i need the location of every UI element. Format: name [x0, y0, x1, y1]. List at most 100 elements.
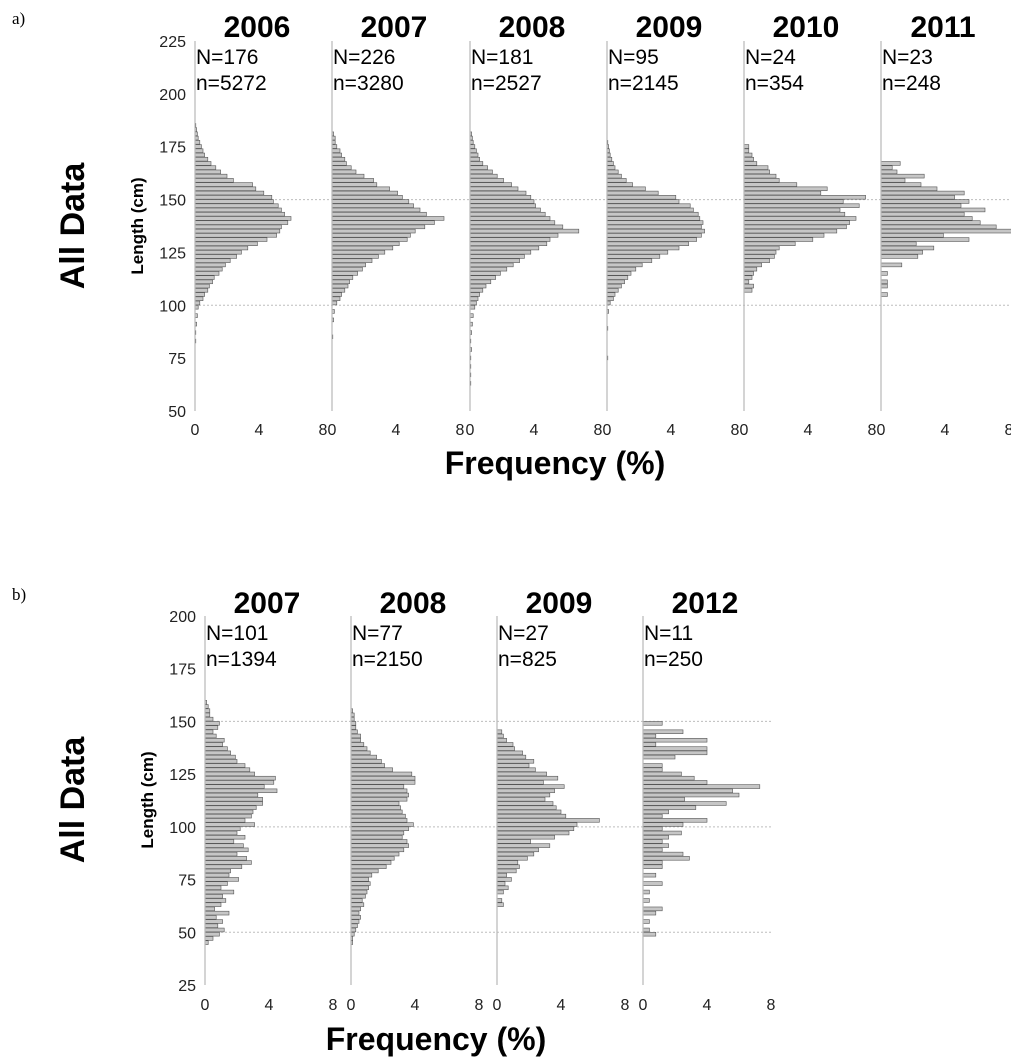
y-tick-label: 100	[159, 298, 186, 315]
frequency-bar	[204, 822, 255, 827]
x-tick-label: 8	[594, 422, 603, 439]
facet-n-label: n=248	[882, 72, 941, 95]
y-tick-label: 175	[169, 662, 196, 679]
frequency-bar	[469, 262, 514, 268]
frequency-bar	[204, 788, 278, 794]
frequency-bar	[331, 220, 435, 225]
frequency-bar	[469, 161, 484, 166]
frequency-bar	[331, 211, 427, 217]
frequency-bar	[469, 228, 580, 234]
frequency-bar	[350, 818, 408, 823]
frequency-bar	[496, 729, 503, 734]
frequency-bar	[350, 919, 360, 924]
frequency-bar	[642, 822, 684, 827]
frequency-bar	[194, 211, 285, 217]
frequency-bar	[204, 721, 220, 726]
frequency-bar	[496, 868, 517, 874]
frequency-bar	[194, 224, 282, 230]
y-tick-label: 50	[178, 925, 196, 942]
frequency-bar	[350, 725, 357, 730]
frequency-bar	[743, 203, 860, 208]
x-tick-label: 0	[639, 997, 648, 1014]
frequency-bar	[642, 805, 697, 810]
frequency-bar	[880, 203, 962, 208]
frequency-bar	[642, 919, 650, 924]
frequency-bar	[606, 237, 697, 242]
frequency-bar	[469, 165, 488, 170]
frequency-bar	[204, 889, 235, 895]
frequency-bar	[194, 250, 242, 255]
frequency-bar	[350, 860, 392, 865]
frequency-bar	[743, 254, 775, 259]
frequency-bar	[194, 161, 212, 166]
side-label: All Data	[54, 736, 92, 864]
frequency-bar	[743, 237, 814, 242]
frequency-bar	[743, 152, 753, 158]
frequency-bar	[194, 258, 231, 263]
frequency-bar	[642, 906, 663, 912]
frequency-bar	[350, 910, 360, 916]
frequency-bar	[331, 165, 352, 170]
frequency-bar	[469, 250, 532, 255]
frequency-bar	[350, 898, 363, 903]
frequency-bar	[496, 881, 506, 886]
frequency-bar	[496, 822, 578, 827]
frequency-bar	[880, 161, 901, 166]
frequency-bar	[331, 228, 416, 234]
frequency-bar	[880, 216, 973, 221]
frequency-bar	[204, 737, 225, 743]
frequency-bar	[880, 207, 986, 213]
frequency-bar	[350, 894, 366, 899]
frequency-bar	[642, 860, 663, 865]
frequency-bar	[469, 190, 527, 196]
frequency-bar	[204, 885, 222, 891]
frequency-bar	[642, 771, 682, 777]
frequency-bar	[606, 190, 659, 196]
frequency-bar	[642, 754, 676, 760]
frequency-bar	[642, 729, 684, 734]
x-tick-label: 8	[456, 422, 465, 439]
frequency-bar	[331, 156, 346, 162]
frequency-bar	[606, 228, 705, 234]
frequency-bar	[469, 203, 536, 208]
frequency-bar	[880, 245, 935, 251]
frequency-bar	[743, 228, 838, 234]
frequency-bar	[496, 902, 504, 907]
x-tick-label: 8	[767, 997, 776, 1014]
frequency-bar	[743, 245, 780, 251]
frequency-bar	[350, 877, 369, 882]
frequency-bar	[606, 156, 613, 162]
frequency-bar	[469, 245, 540, 251]
x-tick-label: 8	[1005, 422, 1011, 439]
y-tick-label: 150	[169, 714, 196, 731]
frequency-bar	[606, 216, 701, 221]
frequency-bar	[743, 275, 753, 280]
x-tick-label: 4	[265, 997, 274, 1014]
frequency-bar	[194, 144, 202, 149]
frequency-bar	[469, 237, 551, 242]
frequency-bar	[606, 165, 616, 170]
frequency-bar	[642, 847, 663, 853]
frequency-bar	[496, 898, 503, 903]
frequency-bar	[642, 818, 708, 823]
frequency-bar	[496, 733, 504, 739]
frequency-bar	[469, 220, 556, 225]
x-tick-label: 4	[255, 422, 264, 439]
frequency-bar	[194, 148, 204, 153]
facet-year-title: 2008	[499, 11, 566, 44]
frequency-bar	[204, 860, 252, 865]
frequency-bar	[880, 173, 925, 179]
frequency-bar	[642, 742, 657, 747]
frequency-bar	[606, 195, 677, 200]
facet-n-label: n=354	[745, 72, 804, 95]
frequency-bar	[606, 169, 619, 175]
frequency-bar	[880, 241, 917, 246]
frequency-bar	[194, 216, 292, 221]
frequency-bar	[496, 797, 546, 802]
frequency-bar	[194, 279, 213, 285]
frequency-bar	[194, 296, 204, 301]
x-tick-label: 0	[877, 422, 886, 439]
frequency-bar	[642, 788, 733, 794]
frequency-bar	[331, 292, 342, 297]
frequency-bar	[743, 161, 758, 166]
